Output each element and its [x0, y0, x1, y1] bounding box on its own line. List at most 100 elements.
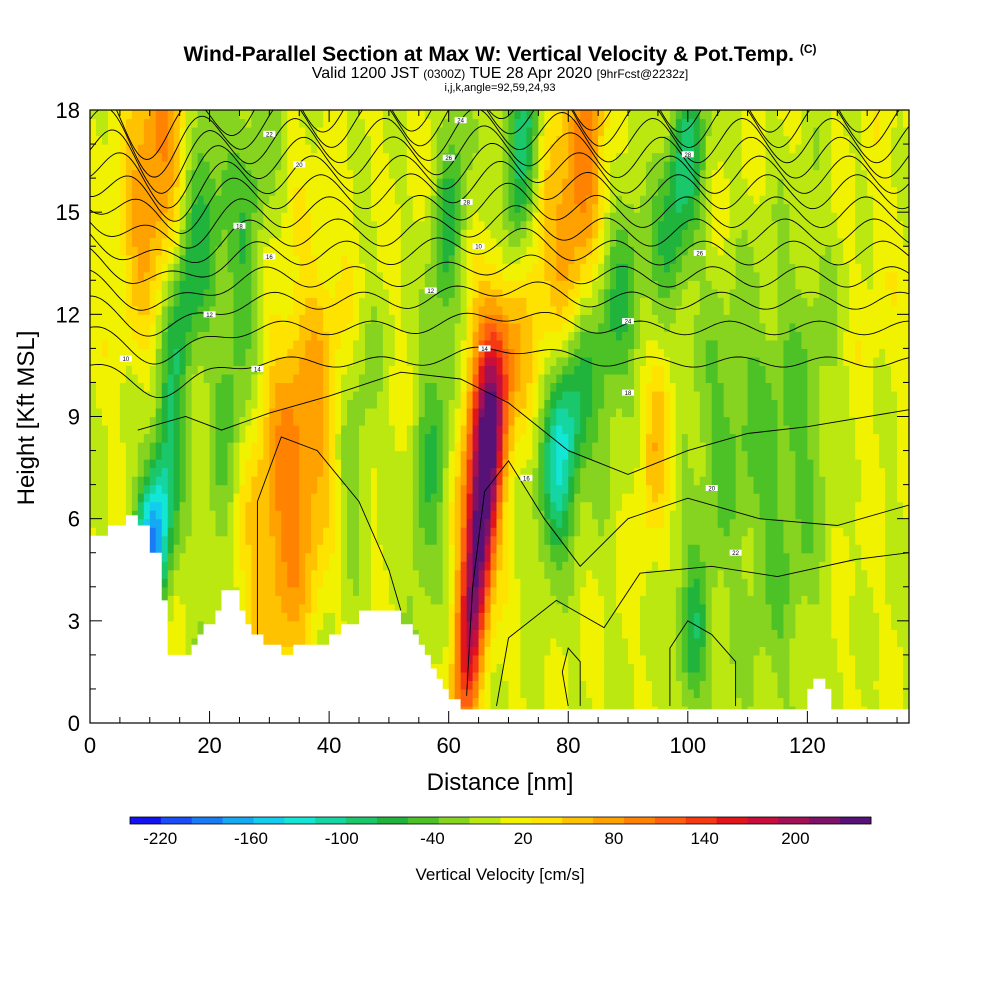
field-cell [412, 425, 420, 435]
field-cell [311, 493, 318, 503]
field-cell [448, 331, 456, 341]
field-cell [478, 399, 486, 409]
field-cell [490, 382, 498, 392]
field-cell [179, 297, 187, 307]
field-cell [323, 459, 330, 469]
field-cell [251, 305, 258, 315]
field-cell [490, 697, 498, 707]
field-cell [257, 390, 264, 401]
field-cell [209, 518, 217, 528]
field-cell [173, 501, 181, 511]
field-cell [454, 331, 462, 341]
field-cell [131, 229, 139, 239]
field-cell [484, 484, 492, 494]
field-cell [370, 178, 378, 188]
field-cell [173, 476, 181, 486]
field-cell [305, 578, 312, 588]
field-cell [155, 356, 163, 367]
field-cell [478, 688, 486, 699]
field-cell [305, 569, 312, 579]
field-cell [490, 416, 498, 426]
field-cell [203, 152, 211, 162]
field-cell [430, 442, 438, 452]
field-cell [478, 586, 486, 596]
field-cell [460, 646, 468, 656]
field-cell [388, 450, 396, 460]
field-cell [454, 527, 462, 537]
field-cell [400, 595, 408, 605]
field-cell [257, 459, 264, 469]
field-cell [107, 220, 115, 230]
field-cell [424, 237, 432, 247]
field-cell [478, 680, 486, 690]
field-cell [239, 195, 247, 205]
field-cell [478, 629, 486, 639]
field-cell [448, 544, 456, 554]
field-cell [167, 331, 175, 341]
field-cell [400, 161, 408, 171]
field-cell [305, 331, 312, 341]
field-cell [430, 212, 438, 222]
field-cell [281, 459, 288, 469]
field-cell [90, 254, 97, 264]
field-cell [460, 322, 468, 332]
field-cell [263, 612, 270, 622]
field-cell [376, 399, 384, 409]
field-cell [239, 203, 247, 213]
field-cell [161, 280, 169, 290]
field-cell [149, 510, 157, 520]
field-cell [376, 246, 384, 256]
field-cell [382, 322, 390, 332]
field-cell [335, 620, 342, 630]
field-cell [209, 212, 217, 222]
field-cell [382, 595, 390, 605]
field-cell [227, 433, 235, 443]
field-cell [329, 433, 336, 443]
field-cell [400, 186, 408, 196]
field-cell [436, 595, 444, 605]
field-cell [179, 493, 187, 503]
field-cell [197, 339, 205, 349]
field-cell [197, 382, 205, 392]
field-cell [430, 390, 438, 401]
field-cell [341, 476, 348, 486]
field-cell [95, 442, 103, 452]
field-cell [173, 297, 181, 307]
field-cell [323, 288, 330, 298]
field-cell [293, 552, 300, 562]
field-cell [442, 399, 450, 409]
field-cell [149, 407, 157, 418]
field-cell [155, 127, 163, 137]
field-cell [490, 459, 498, 469]
field-cell [293, 288, 300, 298]
field-cell [155, 203, 163, 213]
field-cell [484, 459, 492, 469]
field-cell [323, 144, 330, 154]
field-cell [263, 169, 270, 179]
field-cell [406, 382, 414, 392]
field-cell [484, 646, 492, 656]
field-cell [119, 501, 127, 511]
field-cell [424, 144, 432, 154]
field-cell [305, 161, 312, 171]
field-cell [341, 493, 348, 503]
field-cell [364, 339, 372, 349]
field-cell [466, 331, 474, 341]
field-cell [137, 331, 145, 341]
field-cell [424, 518, 432, 528]
field-cell [221, 229, 229, 239]
field-cell [388, 135, 396, 145]
field-cell [472, 314, 480, 324]
field-cell [149, 390, 157, 401]
field-cell [496, 373, 504, 384]
field-cell [119, 169, 127, 179]
field-cell [430, 586, 438, 596]
field-cell [233, 552, 241, 562]
field-cell [155, 186, 163, 196]
field-cell [263, 407, 270, 418]
field-cell [155, 169, 163, 179]
field-cell [442, 288, 450, 298]
field-cell [173, 331, 181, 341]
field-cell [191, 178, 199, 188]
field-cell [287, 254, 294, 264]
